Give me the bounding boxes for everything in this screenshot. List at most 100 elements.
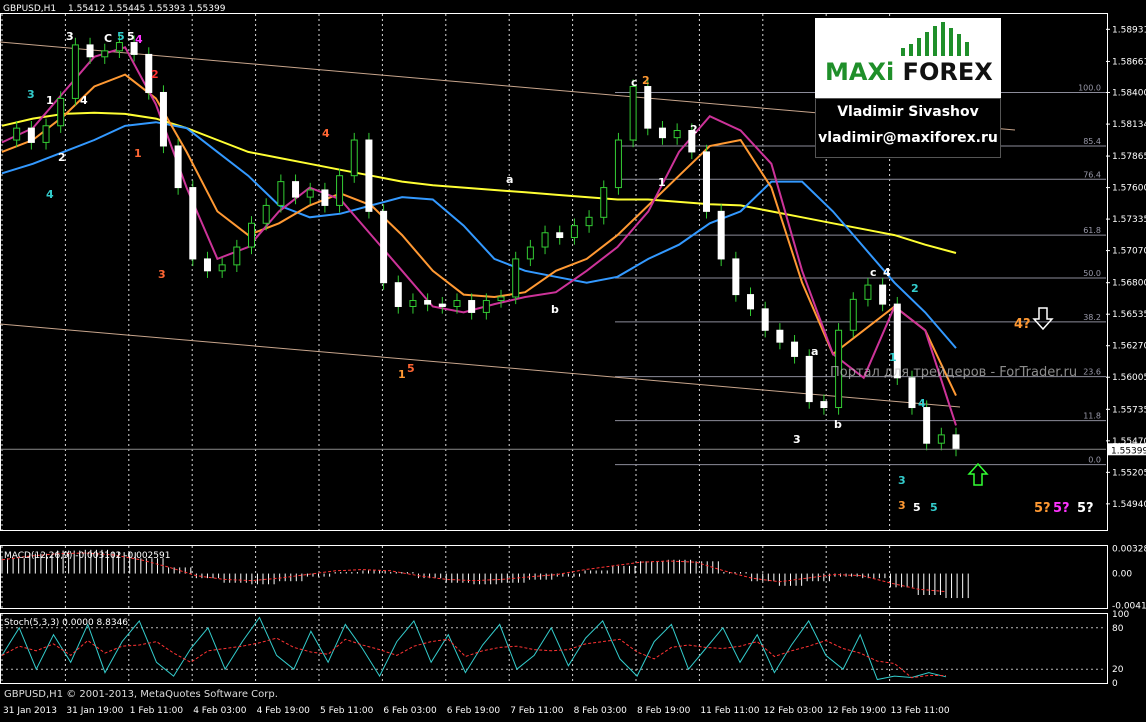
wave-label: 4 <box>918 397 926 410</box>
fib-level-label: 38.2 <box>1083 313 1101 322</box>
candle-body <box>761 308 769 331</box>
fib-level-label: 23.6 <box>1083 368 1101 377</box>
price-tick-label: 1.55205 <box>1112 468 1146 478</box>
wave-label: 2 <box>58 151 66 164</box>
author-email: vladimir@maxiforex.ru <box>818 130 998 146</box>
time-axis-label: 4 Feb 03:00 <box>193 706 247 716</box>
stoch-panel-frame <box>0 613 1108 684</box>
price-tick-label: 1.56800 <box>1112 279 1146 289</box>
candle-body <box>292 181 300 198</box>
candle-body <box>600 187 608 218</box>
candle-body <box>937 434 945 444</box>
price-tick-label: 1.58661 <box>1112 57 1146 67</box>
candle-body <box>805 355 813 403</box>
macd-tick-label: 0.00 <box>1112 570 1132 580</box>
time-axis-label: 8 Feb 03:00 <box>574 706 628 716</box>
wave-label: 1 <box>398 368 406 381</box>
candle-body <box>438 303 446 307</box>
wave-label: 5 <box>930 501 938 514</box>
wave-label: C <box>104 32 112 45</box>
price-tick-label: 1.57865 <box>1112 152 1146 162</box>
wave-label: 4 <box>135 33 143 46</box>
candle-body <box>526 246 534 260</box>
time-axis-label: 5 Feb 11:00 <box>320 706 374 716</box>
candle-body <box>644 86 652 129</box>
candle-body <box>321 189 329 206</box>
fib-level-label: 85.4 <box>1083 137 1101 146</box>
price-tick-label: 1.54940 <box>1112 500 1146 510</box>
candle-body <box>864 284 872 300</box>
candle-body <box>849 298 857 331</box>
wave-label: 5 <box>127 30 135 43</box>
candle-body <box>336 175 344 206</box>
candle-body <box>262 204 270 224</box>
fib-level-label: 50.0 <box>1083 269 1101 278</box>
maxiforex-logo: MAXi FOREX Vladimir Sivashov vladimir@ma… <box>815 18 1001 158</box>
current-price-box <box>1108 443 1146 456</box>
fib-level-label: 76.4 <box>1083 170 1101 179</box>
candle-body <box>101 50 109 58</box>
time-axis-label: 12 Feb 19:00 <box>827 706 886 716</box>
wave-label: 2 <box>151 68 159 81</box>
time-axis-label: 31 Jan 2013 <box>3 706 57 716</box>
candle-body <box>497 296 505 302</box>
wave-label: 5 <box>117 30 125 43</box>
header-ohlc: 1.55412 1.55445 1.55393 1.55399 <box>68 4 226 14</box>
price-candles <box>13 35 960 457</box>
candle-body <box>409 300 417 307</box>
author-info: Vladimir Sivashov vladimir@maxiforex.ru <box>815 98 1001 158</box>
price-tick-label: 1.58134 <box>1112 120 1146 130</box>
candle-body <box>879 284 887 305</box>
wave-label: 1 <box>889 351 897 364</box>
time-axis-label: 13 Feb 11:00 <box>891 706 950 716</box>
wave-label: 3 <box>27 88 35 101</box>
wave-label: 2 <box>690 123 698 136</box>
logo-wordmark: MAXi FOREX <box>825 58 993 86</box>
moving-average-line <box>1 46 957 426</box>
stoch-tick-label: 100 <box>1112 610 1129 620</box>
candle-body <box>658 127 666 139</box>
fib-level-label: 100.0 <box>1078 83 1101 92</box>
candle-body <box>717 210 725 260</box>
stoch-tick-label: 0 <box>1112 679 1118 689</box>
candle-body <box>277 181 285 206</box>
candle-body <box>57 97 65 127</box>
candle-body <box>365 139 373 212</box>
candle-body <box>791 341 799 357</box>
candle-body <box>424 300 432 305</box>
candle-body <box>130 42 138 55</box>
wave-label: c <box>631 76 638 89</box>
macd-label: MACD(12,26,9) -0.003102 -0.002591 <box>4 551 170 561</box>
arrow-up-icon <box>967 462 989 486</box>
wave-label: 4 <box>883 266 891 279</box>
wave-label: 3 <box>898 474 906 487</box>
candle-body <box>614 139 622 189</box>
macd-tick-label: -0.004149 <box>1112 601 1146 611</box>
wave-label: 5 <box>913 501 921 514</box>
author-name: Vladimir Sivashov <box>837 104 979 120</box>
candle-body <box>541 232 549 248</box>
wave-label: 2 <box>911 282 919 295</box>
price-tick-label: 1.55735 <box>1112 405 1146 415</box>
candle-body <box>145 53 153 93</box>
arrow-down-icon <box>1032 307 1054 331</box>
candle-body <box>585 216 593 227</box>
wave-label: 3 <box>898 499 906 512</box>
price-tick-label: 1.56005 <box>1112 373 1146 383</box>
wave-label: 2 <box>642 74 650 87</box>
time-axis-label: 6 Feb 03:00 <box>383 706 437 716</box>
candle-body <box>380 210 388 284</box>
wave-label: 5? <box>1053 501 1070 516</box>
price-tick-label: 1.57600 <box>1112 184 1146 194</box>
wave-label: 4 <box>80 94 88 107</box>
wave-label: a <box>811 345 818 358</box>
candle-body <box>350 139 358 177</box>
fib-level-label: 0.0 <box>1088 456 1101 465</box>
fib-level-label: 11.8 <box>1083 412 1101 421</box>
candle-body <box>952 434 960 450</box>
current-price-label: 1.55399 <box>1111 446 1146 456</box>
stoch-signal-line <box>1 637 947 679</box>
candle-body <box>42 125 50 143</box>
